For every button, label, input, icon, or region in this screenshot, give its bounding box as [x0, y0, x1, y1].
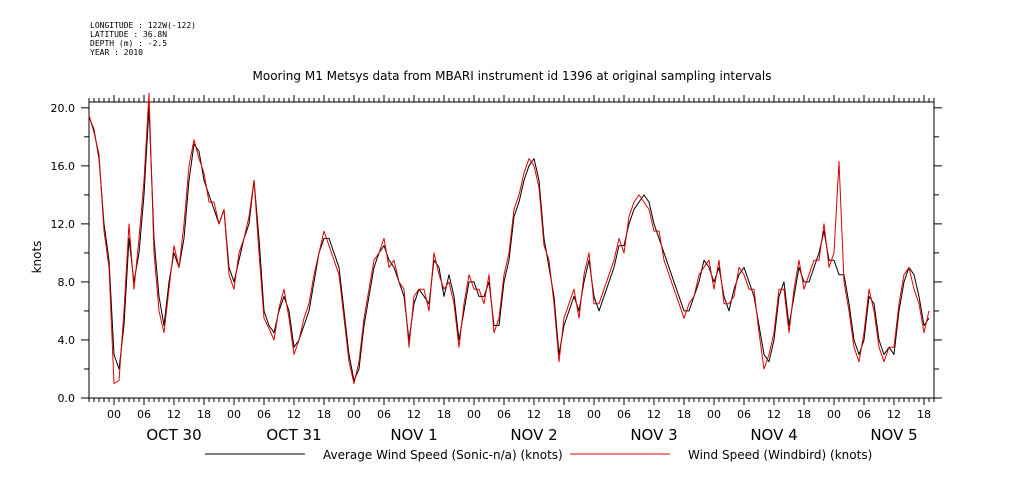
- plot-series: [88, 92, 930, 384]
- x-hour-tick-label: 18: [917, 408, 931, 421]
- x-hour-tick-label: 12: [407, 408, 421, 421]
- legend: Average Wind Speed (Sonic-n/a) (knots) W…: [205, 448, 872, 462]
- x-hour-tick-label: 12: [767, 408, 781, 421]
- y-tick-label: 16.0: [51, 160, 76, 173]
- x-day-label: NOV 3: [630, 426, 677, 444]
- x-hour-tick-label: 06: [137, 408, 151, 421]
- x-hour-tick-label: 00: [707, 408, 721, 421]
- x-hour-tick-label: 12: [167, 408, 181, 421]
- y-tick-label: 8.0: [58, 276, 76, 289]
- x-day-label: NOV 1: [390, 426, 437, 444]
- x-hour-tick-label: 06: [857, 408, 871, 421]
- y-tick-label: 4.0: [58, 334, 76, 347]
- x-hour-tick-label: 00: [587, 408, 601, 421]
- x-hour-tick-label: 06: [257, 408, 271, 421]
- axis-ticks: 00 06 12 18 00 06 12 18 00 06 12 18 00 06 12 18 00 06 12 18…: [51, 95, 942, 444]
- legend-label-series-1: Average Wind Speed (Sonic-n/a) (knots): [323, 448, 563, 462]
- y-tick-label: 0.0: [58, 392, 76, 405]
- x-hour-tick-label: 06: [617, 408, 631, 421]
- metadata-block: LONGITUDE : 122W(-122) LATITUDE : 36.8N …: [90, 21, 196, 57]
- x-day-label: NOV 2: [510, 426, 557, 444]
- x-hour-tick-label: 00: [227, 408, 241, 421]
- x-hour-tick-label: 18: [677, 408, 691, 421]
- plot-frame: [88, 101, 935, 399]
- x-hour-tick-label: 18: [797, 408, 811, 421]
- depth-label: DEPTH (m) : -2.5: [90, 39, 168, 48]
- x-hour-tick-label: 18: [197, 408, 211, 421]
- x-hour-tick-label: 06: [497, 408, 511, 421]
- y-axis-label: knots: [30, 241, 44, 274]
- x-hour-tick-label: 12: [887, 408, 901, 421]
- legend-label-series-2: Wind Speed (Windbird) (knots): [688, 448, 872, 462]
- x-hour-tick-label: 00: [347, 408, 361, 421]
- x-day-label: OCT 31: [266, 426, 321, 444]
- x-hour-tick-label: 12: [287, 408, 301, 421]
- chart-title: Mooring M1 Metsys data from MBARI instru…: [253, 69, 772, 83]
- x-hour-tick-label: 00: [827, 408, 841, 421]
- x-day-label: NOV 4: [750, 426, 797, 444]
- x-hour-tick-label: 18: [437, 408, 451, 421]
- x-day-label: OCT 30: [146, 426, 201, 444]
- x-hour-tick-label: 18: [557, 408, 571, 421]
- x-hour-tick-label: 00: [107, 408, 121, 421]
- y-tick-label: 12.0: [51, 218, 76, 231]
- longitude-label: LONGITUDE : 122W(-122): [90, 21, 196, 30]
- x-hour-tick-label: 06: [377, 408, 391, 421]
- x-hour-tick-label: 06: [737, 408, 751, 421]
- x-hour-tick-label: 12: [647, 408, 661, 421]
- y-tick-label: 20.0: [51, 102, 76, 115]
- x-hour-tick-label: 18: [317, 408, 331, 421]
- latitude-label: LATITUDE : 36.8N: [90, 30, 168, 39]
- series-line-2: [88, 92, 930, 384]
- x-hour-tick-label: 00: [467, 408, 481, 421]
- series-line-1: [88, 107, 930, 382]
- year-label: YEAR : 2010: [90, 48, 143, 57]
- x-hour-tick-label: 12: [527, 408, 541, 421]
- x-day-label: NOV 5: [870, 426, 917, 444]
